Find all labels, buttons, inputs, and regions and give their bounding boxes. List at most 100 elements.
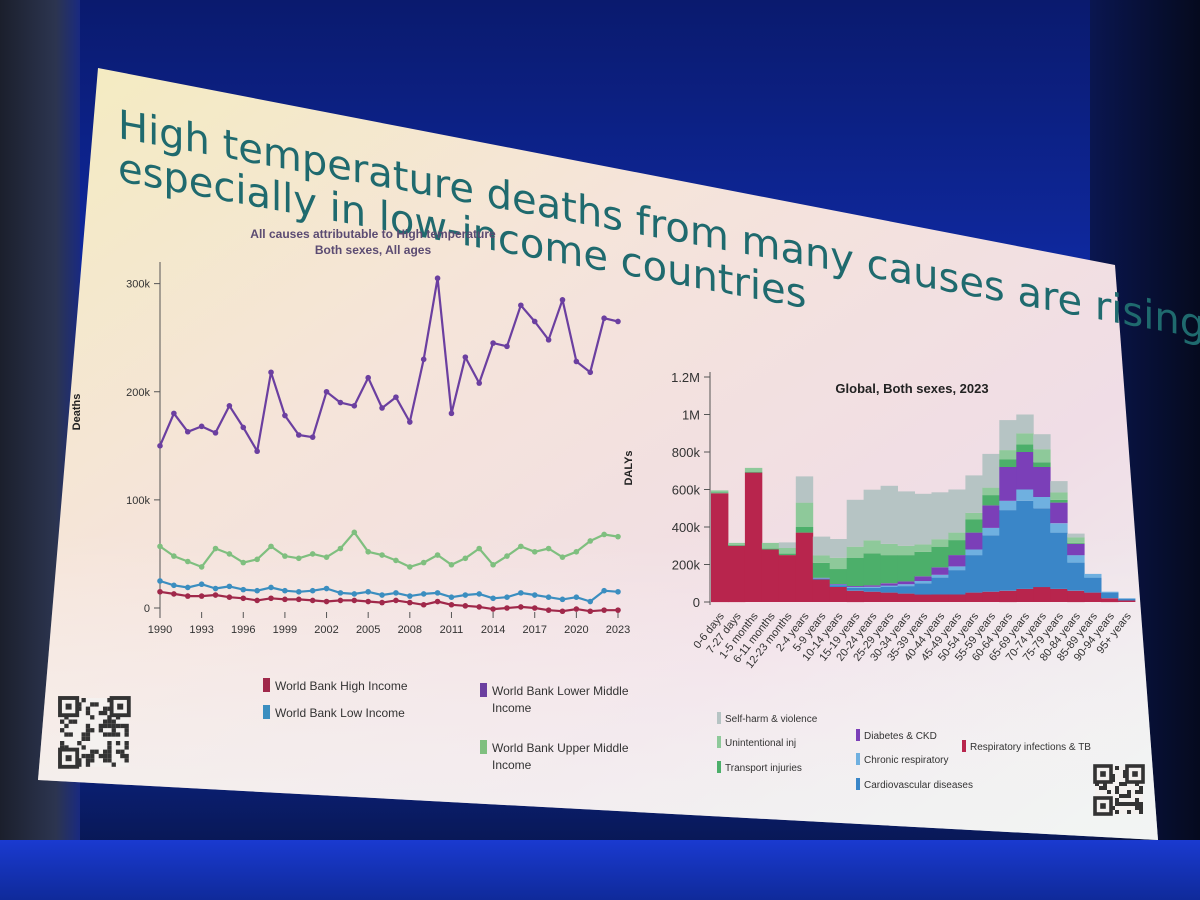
left-legend: World Bank High Income World Bank Low In… <box>263 678 629 772</box>
qr-module <box>1119 794 1123 798</box>
qr-finder <box>58 747 80 769</box>
qr-module <box>103 753 108 759</box>
left-series-point <box>434 552 441 558</box>
right-bar-segment <box>897 545 915 556</box>
qr-module <box>81 732 86 737</box>
left-series-point <box>504 343 510 350</box>
right-bar-segment <box>1084 573 1102 578</box>
qr-module <box>60 719 65 724</box>
left-series-point <box>573 358 580 365</box>
qr-module <box>1115 810 1119 814</box>
right-bar-segment <box>982 453 1000 488</box>
left-series-point <box>601 531 607 538</box>
qr-finder-dot <box>1132 771 1138 777</box>
right-bar-segment <box>778 553 797 556</box>
legend-label-upper-middle-income-2: Income <box>492 758 532 772</box>
left-series-point <box>323 598 330 605</box>
qr-module <box>115 732 121 737</box>
qr-module <box>1103 782 1107 786</box>
right-bar-segment <box>812 536 831 556</box>
left-series-point <box>351 597 358 604</box>
right-y-tick-label: 0 <box>693 595 700 610</box>
right-bar-segment <box>982 591 1000 602</box>
right-bar-segment <box>744 471 763 473</box>
left-series-point <box>295 588 302 595</box>
right-bar-segment <box>1033 508 1051 588</box>
left-series-point <box>198 564 205 570</box>
qr-module <box>107 745 112 750</box>
right-bar-segment <box>982 505 1000 528</box>
legend-label-lower-middle-income-1: World Bank Lower Middle <box>492 684 629 698</box>
qr-module <box>115 749 121 754</box>
left-series-point <box>601 315 607 322</box>
right-bar-segment <box>914 544 932 552</box>
right-bar-segment <box>999 420 1017 451</box>
left-series-point <box>171 410 177 417</box>
left-series-point <box>240 586 247 593</box>
right-bar-segment <box>1067 533 1085 538</box>
right-bar-segment <box>761 542 780 549</box>
left-series-point <box>573 606 580 612</box>
left-series-point <box>184 428 191 435</box>
right-legend: Self-harm & violence Unintentional inj T… <box>717 712 1091 791</box>
qr-module <box>103 723 108 729</box>
legend-swatch-self-harm <box>717 712 721 724</box>
right-y-tick-label: 1M <box>682 408 700 423</box>
qr-module <box>107 715 112 720</box>
right-bar-segment <box>931 492 949 540</box>
qr-module <box>85 753 91 759</box>
left-series-point <box>240 424 247 431</box>
left-series-point <box>171 591 177 597</box>
right-bar-segment <box>1067 555 1085 563</box>
qr-module <box>77 741 82 746</box>
legend-swatch-cardiovascular <box>856 778 860 790</box>
right-bar-segment <box>778 555 797 602</box>
qr-module <box>1111 774 1115 778</box>
left-series-point <box>365 588 371 595</box>
left-series-point <box>212 592 219 598</box>
left-series-point <box>587 598 594 605</box>
qr-module <box>107 698 112 703</box>
right-bar-segment <box>948 489 966 533</box>
right-bar-segment <box>1067 542 1085 544</box>
right-bar-segment <box>829 584 848 585</box>
qr-module <box>115 715 121 720</box>
left-series-point <box>365 548 371 555</box>
right-bar-segment <box>931 546 949 568</box>
right-bar-segment <box>1101 591 1119 593</box>
right-bar-segment <box>999 459 1017 467</box>
right-bar-segment <box>1050 532 1068 589</box>
left-series-point <box>545 545 552 552</box>
left-x-tick-label: 2005 <box>356 624 380 636</box>
legend-label-lower-middle-income-2: Income <box>492 701 532 715</box>
right-bar-segment <box>863 489 881 541</box>
left-series-point <box>393 590 399 596</box>
left-series-point <box>545 607 552 613</box>
left-series-point <box>434 275 441 282</box>
right-bar-segment <box>880 583 898 586</box>
left-series-point <box>448 561 455 568</box>
qr-module <box>1127 790 1131 794</box>
left-series-point <box>476 604 483 610</box>
right-bar-segment <box>1067 543 1085 556</box>
left-series-point <box>434 598 441 605</box>
qr-module <box>64 715 69 720</box>
qr-code-right <box>1093 764 1145 816</box>
left-series-point <box>379 552 385 558</box>
left-series-point <box>531 548 538 555</box>
qr-module <box>1139 806 1143 810</box>
right-bar-segment <box>1084 592 1102 602</box>
left-series-point <box>587 538 594 544</box>
left-series-point <box>504 605 510 611</box>
left-series-point <box>212 430 219 436</box>
right-bar-segment <box>965 549 983 556</box>
right-bar-segment <box>778 542 797 548</box>
right-bar-segment <box>829 585 848 587</box>
right-bar-segment <box>948 570 966 595</box>
right-bar-segment <box>829 569 848 584</box>
right-bar-segment <box>1016 444 1034 452</box>
left-series-point <box>379 405 385 411</box>
right-bar-segment <box>846 557 865 586</box>
right-bar-segment <box>1084 577 1102 593</box>
right-bar-segment <box>711 492 729 494</box>
